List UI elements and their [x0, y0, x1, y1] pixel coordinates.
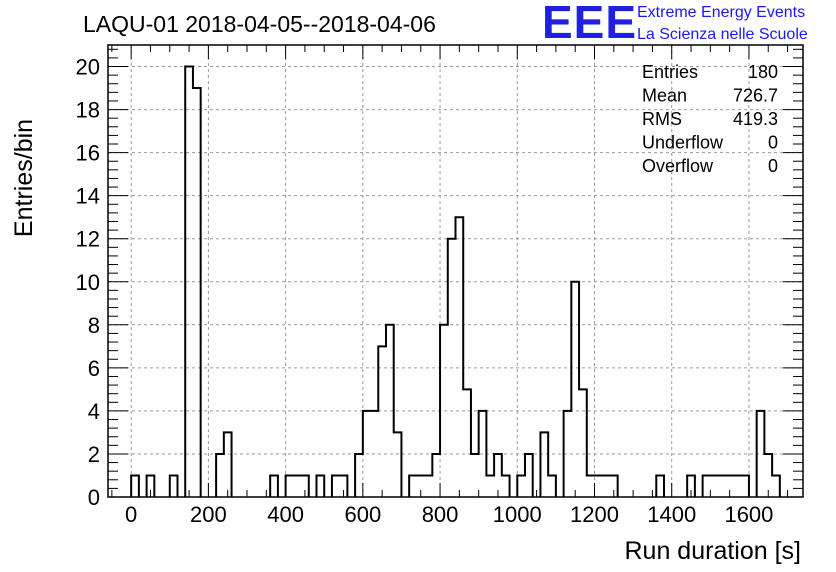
stats-value: 419.3 [733, 109, 778, 129]
x-axis-label: Run duration [s] [625, 537, 802, 565]
eee-logo: EEE Extreme Energy Events La Scienza nel… [542, 0, 836, 48]
chart-title: LAQU-01 2018-04-05--2018-04-06 [83, 11, 436, 37]
x-tick-label: 400 [267, 502, 304, 527]
x-tick-label: 1600 [724, 502, 773, 527]
stats-label: Entries [642, 62, 698, 82]
x-tick-label: 0 [125, 502, 137, 527]
y-tick-label: 14 [76, 184, 100, 209]
y-tick-label: 18 [76, 98, 100, 123]
x-tick-label: 1000 [493, 502, 542, 527]
y-tick-label: 16 [76, 141, 100, 166]
stats-label: Overflow [642, 156, 714, 176]
y-tick-label: 2 [88, 442, 100, 467]
stats-value: 180 [748, 62, 778, 82]
x-tick-label: 800 [422, 502, 459, 527]
stats-label: Mean [642, 86, 687, 106]
stats-value: 0 [768, 156, 778, 176]
y-tick-label: 10 [76, 270, 100, 295]
logo-text-line1: Extreme Energy Events [637, 4, 806, 21]
y-tick-label: 6 [88, 356, 100, 381]
stats-label: Underflow [642, 133, 724, 153]
y-tick-label: 12 [76, 227, 100, 252]
logo-text-line2: La Scienza nelle Scuole [637, 26, 808, 43]
grid-lines [108, 45, 803, 498]
y-tick-label: 8 [88, 313, 100, 338]
histogram-outline [130, 65, 781, 497]
y-tick-label: 0 [88, 485, 100, 510]
y-tick-labels: 0 2 4 6 8 10 12 14 16 18 20 [76, 55, 100, 510]
x-tick-label: 600 [344, 502, 381, 527]
y-axis-label: Entries/bin [10, 119, 38, 237]
stats-value: 0 [768, 133, 778, 153]
x-tick-label: 1200 [570, 502, 619, 527]
x-tick-label: 200 [190, 502, 227, 527]
stats-label: RMS [642, 109, 682, 129]
stats-value: 726.7 [733, 86, 778, 106]
axis-ticks [108, 45, 803, 498]
x-tick-label: 1400 [647, 502, 696, 527]
plot-frame [107, 44, 804, 498]
eee-logo-letters: EEE [542, 0, 638, 48]
x-tick-labels: 0 200 400 600 800 1000 1200 1400 1600 [125, 502, 773, 527]
statistics-box: Entries 180 Mean 726.7 RMS 419.3 Underflow 0 Ove… [642, 62, 778, 176]
y-tick-label: 4 [88, 399, 100, 424]
y-tick-label: 20 [76, 55, 100, 80]
